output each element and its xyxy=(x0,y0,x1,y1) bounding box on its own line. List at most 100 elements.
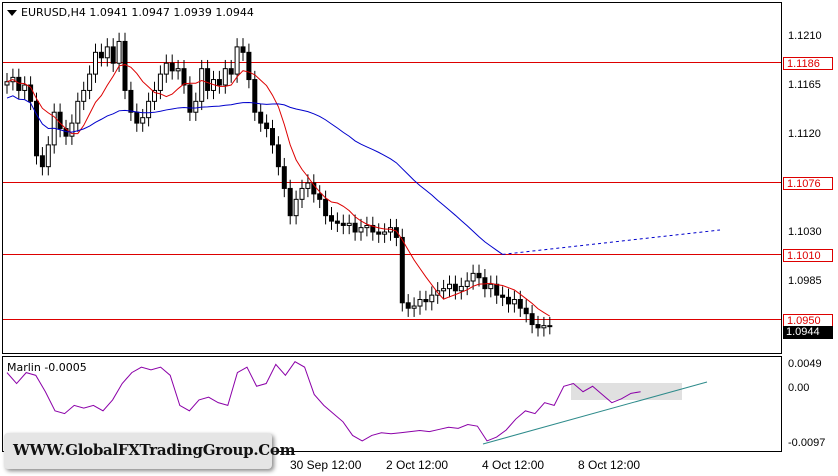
candle-body xyxy=(246,51,252,81)
candle-body xyxy=(93,51,98,75)
current-price-tag: 1.0944 xyxy=(783,326,833,339)
candle-body xyxy=(346,222,352,226)
price-chart-panel[interactable] xyxy=(2,2,782,354)
candle-body xyxy=(234,46,240,75)
candle-body xyxy=(358,227,364,233)
candle-body xyxy=(340,222,346,226)
candle-body xyxy=(16,76,22,91)
candle-body xyxy=(228,68,234,75)
candle-body xyxy=(146,100,152,119)
candle-body xyxy=(447,283,452,290)
level-tag-4: 1.0950 xyxy=(783,314,833,327)
highlight-zone xyxy=(571,383,682,400)
candle-body xyxy=(452,283,458,292)
candle-body xyxy=(181,68,187,86)
candle-body xyxy=(405,302,411,309)
watermark-logo: WWW.GlobalFXTradingGroup.Com xyxy=(4,433,295,469)
candle-body xyxy=(334,220,340,224)
candle-body xyxy=(140,117,146,124)
osc-tick: 0.0049 xyxy=(788,358,822,370)
candle-body xyxy=(458,285,464,292)
candle-body xyxy=(75,100,81,124)
candle-body xyxy=(116,40,122,64)
candle-body xyxy=(464,280,470,287)
candle-body xyxy=(293,198,299,217)
level-tag-1: 1.1186 xyxy=(783,57,833,70)
candle-body xyxy=(535,324,541,329)
candle-body xyxy=(441,288,447,292)
price-tick: 1.1165 xyxy=(788,79,821,91)
osc-tick: 0.00 xyxy=(788,382,810,394)
candle-body xyxy=(370,224,376,233)
candle-body xyxy=(216,79,222,86)
candle-body xyxy=(240,46,246,53)
candle-body xyxy=(22,84,28,91)
candle-body xyxy=(281,166,287,189)
candle-body xyxy=(275,144,281,168)
candle-body xyxy=(529,313,535,326)
candle-body xyxy=(264,122,270,130)
price-tick: 1.0985 xyxy=(788,275,822,287)
candle-body xyxy=(252,79,258,113)
level-tag-3: 1.1010 xyxy=(783,249,833,262)
candle-body xyxy=(222,68,228,86)
slow-ma-projection xyxy=(502,229,721,255)
candle-body xyxy=(28,84,34,102)
time-label: 8 Oct 12:00 xyxy=(578,458,641,472)
price-tick: 1.1030 xyxy=(788,226,822,238)
osc-tick: -0.0097 xyxy=(788,437,826,449)
candle-body xyxy=(399,236,405,304)
candle-body xyxy=(157,73,163,91)
candle-body xyxy=(4,81,10,86)
price-tick: 1.1210 xyxy=(788,30,822,42)
candle-body xyxy=(429,294,435,303)
candle-body xyxy=(506,296,511,305)
candle-body xyxy=(169,62,175,72)
candle-body xyxy=(329,215,334,222)
candle-body xyxy=(110,46,116,64)
candle-body xyxy=(199,68,205,102)
candle-body xyxy=(104,46,110,59)
candle-body xyxy=(299,187,305,200)
candle-body xyxy=(364,224,370,229)
candle-body xyxy=(511,299,517,305)
candle-body xyxy=(87,73,93,91)
candle-body xyxy=(500,294,506,298)
candle-body xyxy=(523,307,529,315)
candle-body xyxy=(152,89,157,102)
candle-body xyxy=(476,272,482,279)
symbol-title: EURUSD,H4 1.0941 1.0947 1.0939 1.0944 xyxy=(7,6,254,19)
oscillator-trendline xyxy=(482,381,708,445)
candle-body xyxy=(488,283,494,290)
candle-body xyxy=(323,198,329,217)
candle-body xyxy=(98,51,104,59)
candle-body xyxy=(45,144,51,168)
candle-body xyxy=(393,227,399,238)
candle-body xyxy=(517,299,523,309)
candle-body xyxy=(547,325,553,328)
candle-body xyxy=(423,299,429,303)
candle-body xyxy=(470,272,476,282)
oscillator-title: Marlin -0.0005 xyxy=(7,361,87,374)
candle-body xyxy=(39,155,45,168)
candle-body xyxy=(541,325,547,329)
candle-body xyxy=(382,231,388,235)
candle-body xyxy=(482,277,488,290)
dropdown-triangle-icon[interactable] xyxy=(7,10,17,16)
candle-body xyxy=(317,193,323,200)
slow-ma-line xyxy=(6,95,503,255)
time-label: 2 Oct 12:00 xyxy=(386,458,449,472)
candle-body xyxy=(193,100,199,113)
candle-body xyxy=(175,68,181,72)
time-label: 4 Oct 12:00 xyxy=(482,458,545,472)
oscillator-line xyxy=(6,361,641,442)
candle-body xyxy=(34,100,39,157)
candle-body xyxy=(128,89,134,113)
candle-body xyxy=(352,222,358,233)
candle-body xyxy=(81,89,87,102)
level-tag-2: 1.1076 xyxy=(783,177,833,190)
candle-body xyxy=(417,299,423,307)
candle-body xyxy=(376,231,382,235)
candle-body xyxy=(270,128,275,146)
